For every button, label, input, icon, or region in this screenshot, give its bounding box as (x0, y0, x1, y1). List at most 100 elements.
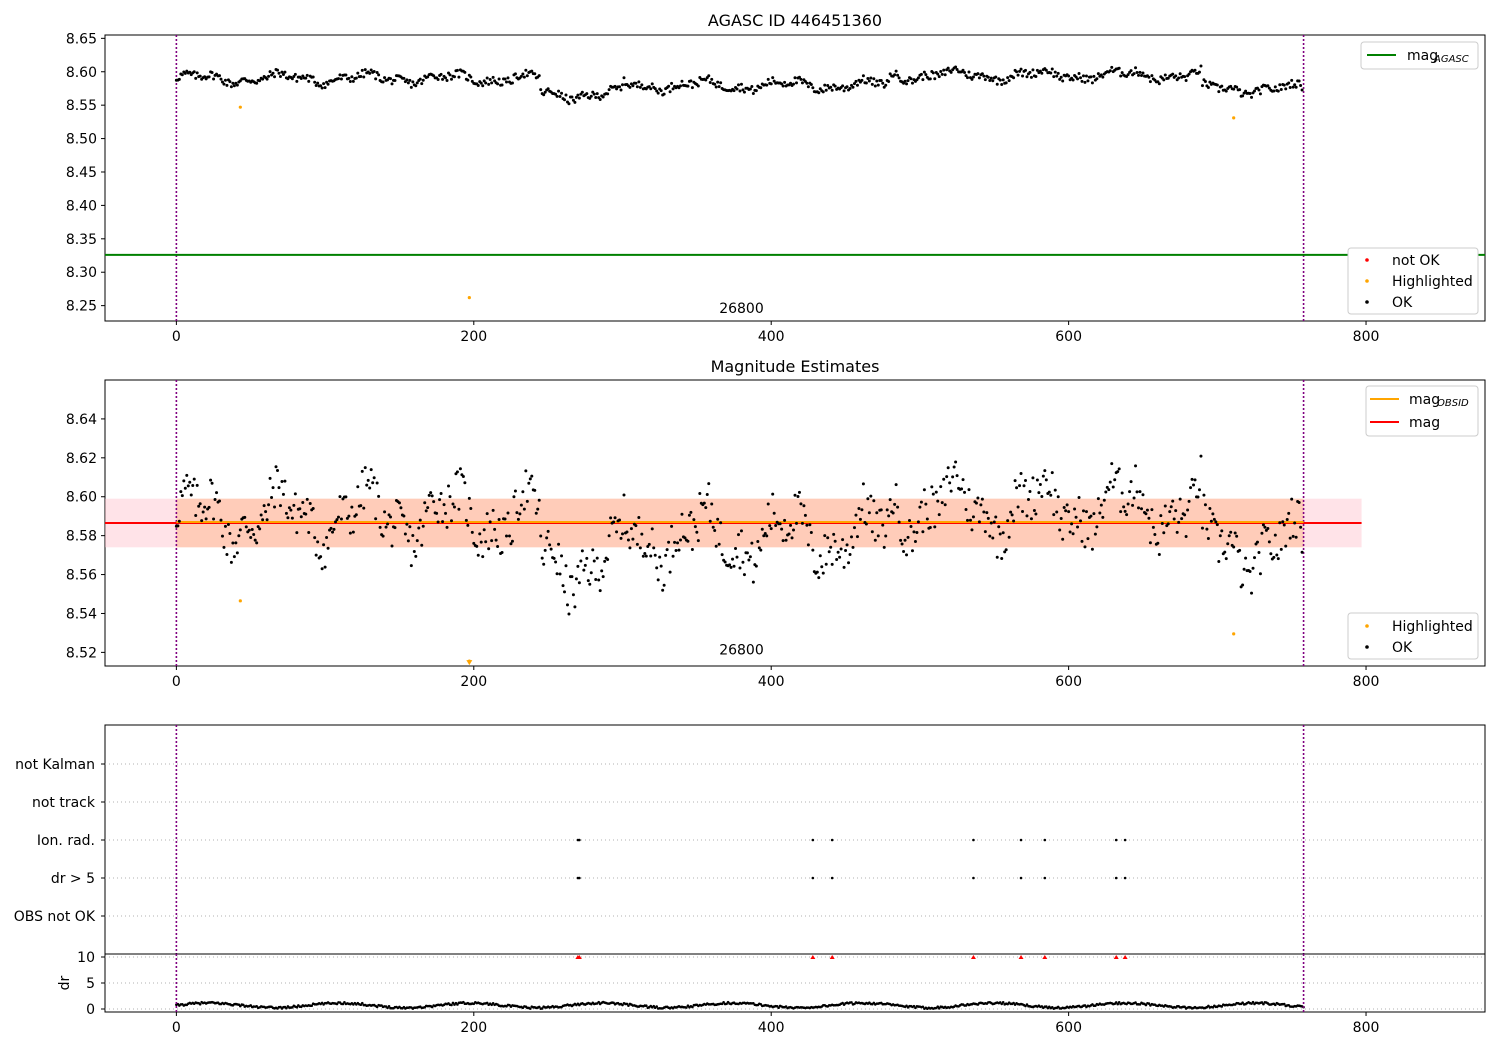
ok-point (1205, 527, 1209, 531)
ok-point (484, 540, 488, 544)
ok-point (203, 75, 207, 79)
ok-point (299, 77, 303, 81)
ok-point (1202, 493, 1206, 497)
ok-point (1238, 88, 1242, 92)
ok-point (800, 521, 804, 525)
ok-point (530, 474, 534, 478)
ok-point (719, 521, 723, 525)
ok-point (1147, 516, 1151, 520)
dr-point (850, 1001, 853, 1004)
ok-point (183, 486, 187, 490)
ok-point (393, 526, 397, 530)
ok-point (668, 570, 672, 574)
ok-point (824, 88, 828, 92)
ok-point (754, 89, 758, 93)
panel1-data (105, 64, 1485, 300)
ok-point (389, 515, 393, 519)
ok-point (414, 84, 418, 88)
ok-point (664, 553, 668, 557)
ok-point (845, 85, 849, 89)
ok-point (1157, 82, 1161, 86)
ok-point (539, 88, 543, 92)
ok-point (213, 498, 217, 502)
panel2-title: Magnitude Estimates (711, 357, 880, 376)
ok-point (641, 554, 645, 558)
ok-point (405, 78, 409, 82)
ok-point (565, 603, 569, 607)
ok-point (1200, 84, 1204, 88)
ok-point (372, 476, 376, 480)
flag-point (811, 876, 815, 880)
ok-point (948, 481, 952, 485)
ok-point (635, 542, 639, 546)
ok-point (768, 524, 772, 528)
ok-point (992, 520, 996, 524)
ok-point (976, 496, 980, 500)
ok-point (313, 80, 317, 84)
ok-point (322, 543, 326, 547)
panel-flags: not Kalman not track Ion. rad. dr > 5 OBS no… (14, 724, 1486, 955)
ok-point (847, 561, 851, 565)
ok-point (558, 572, 562, 576)
ok-point (1023, 479, 1027, 483)
ok-point (1117, 66, 1121, 70)
ok-point (539, 534, 543, 538)
ok-point (1190, 477, 1194, 481)
ok-point (1120, 71, 1124, 75)
ok-point (555, 94, 559, 98)
ok-point (351, 79, 355, 83)
ok-point (438, 498, 442, 502)
ok-point (916, 76, 920, 80)
ok-point (1058, 77, 1062, 81)
ok-point (1206, 86, 1210, 90)
ok-point (1035, 68, 1039, 72)
ok-point (1266, 84, 1270, 88)
ok-point (496, 82, 500, 86)
ok-point (748, 555, 752, 559)
ok-point (909, 524, 913, 528)
ok-point (491, 75, 495, 79)
ok-point (1187, 499, 1191, 503)
ok-point (1171, 72, 1175, 76)
ok-point (1284, 544, 1288, 548)
ok-point (622, 493, 626, 497)
ok-point (1016, 73, 1020, 77)
ok-point (1086, 79, 1090, 83)
ok-point (797, 75, 801, 79)
ok-point (823, 83, 827, 87)
ok-point (481, 84, 485, 88)
dr-point (529, 1007, 532, 1010)
legend-dot (1365, 300, 1369, 304)
ok-point (1174, 509, 1178, 513)
ok-point (742, 573, 746, 577)
ok-point (619, 536, 623, 540)
ok-point (277, 486, 281, 490)
ok-point (470, 530, 474, 534)
ok-point (676, 541, 680, 545)
ok-point (869, 494, 873, 498)
ok-point (760, 527, 764, 531)
ok-point (789, 81, 793, 85)
ok-point (573, 605, 577, 609)
ok-point (741, 560, 745, 564)
ok-point (1059, 516, 1063, 520)
ok-point (225, 83, 229, 87)
ok-point (841, 538, 845, 542)
ok-point (928, 77, 932, 81)
y-tick-label: 8.40 (66, 198, 97, 214)
ok-point (739, 82, 743, 86)
ok-point (338, 495, 342, 499)
ok-point (742, 90, 746, 94)
ok-point (557, 542, 561, 546)
ok-point (937, 75, 941, 79)
ok-point (1215, 83, 1219, 87)
ok-point (222, 82, 226, 86)
ok-point (686, 539, 690, 543)
ok-point (284, 511, 288, 515)
ok-point (1175, 530, 1179, 534)
ok-point (1162, 78, 1166, 82)
ok-point (640, 83, 644, 87)
ok-point (1067, 74, 1071, 78)
ok-point (360, 469, 364, 473)
ok-point (311, 75, 315, 79)
